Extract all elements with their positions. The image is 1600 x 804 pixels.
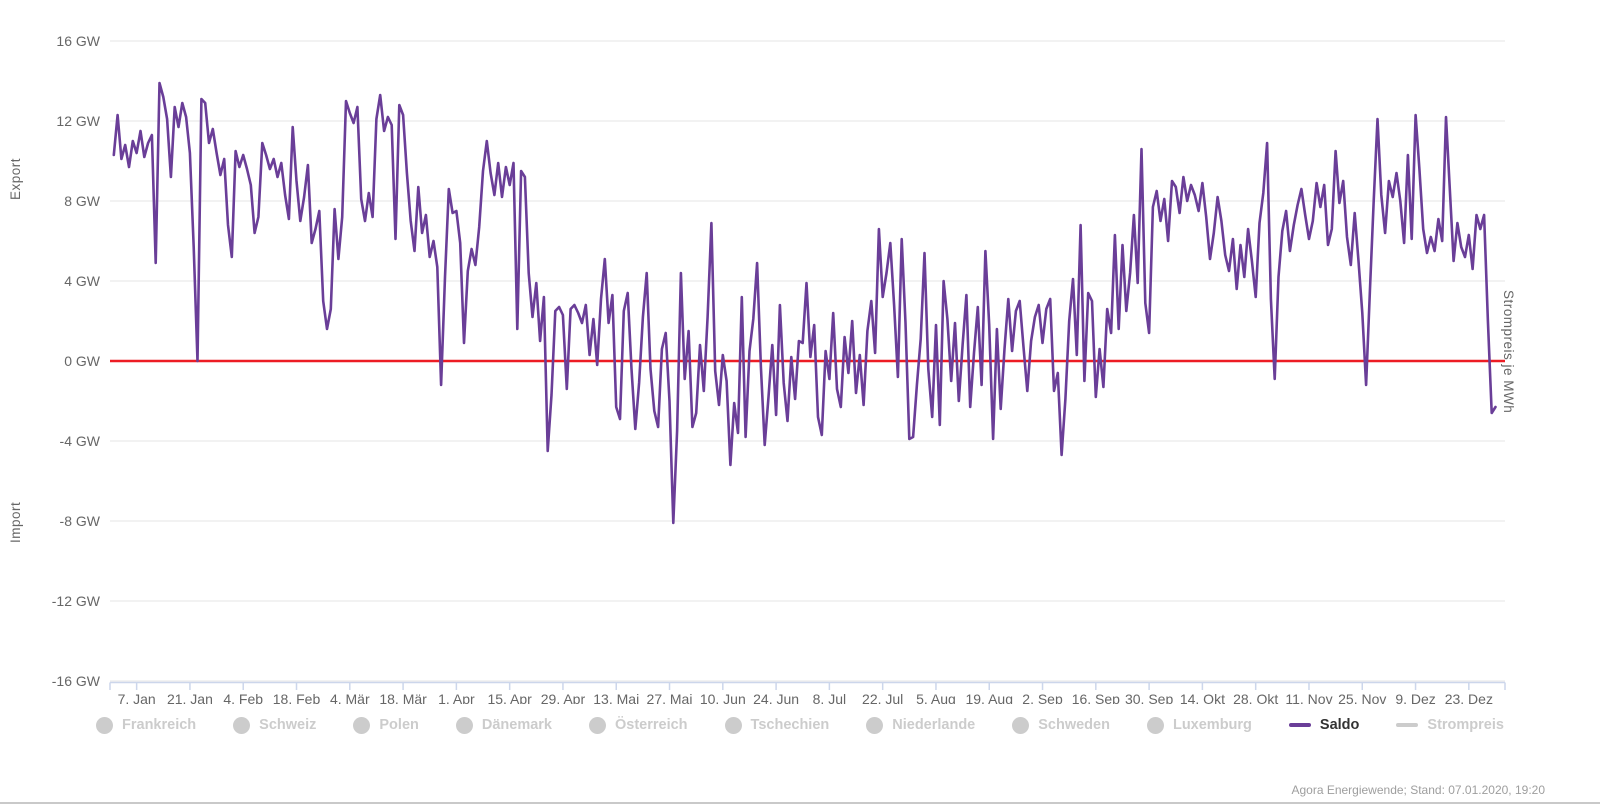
- legend-circle-marker: [233, 716, 251, 734]
- y-axis-tick-label: 8 GW: [64, 193, 101, 209]
- legend-circle-marker: [866, 716, 884, 734]
- x-axis-tick-label: 2. Sep: [1022, 691, 1063, 704]
- legend-circle-marker: [96, 716, 114, 734]
- legend-item-oesterreich[interactable]: Österreich: [589, 716, 688, 734]
- y-axis-tick-label: 0 GW: [64, 353, 101, 369]
- legend-circle-marker: [353, 716, 371, 734]
- y-axis-tick-label: 12 GW: [56, 113, 100, 129]
- legend-item-label: Frankreich: [122, 717, 197, 733]
- legend-item-daenemark[interactable]: Dänemark: [455, 716, 552, 734]
- x-axis-tick-label: 14. Okt: [1180, 691, 1225, 704]
- x-axis-tick-label: 23. Dez: [1445, 691, 1493, 704]
- legend-item-schweden[interactable]: Schweden: [1012, 716, 1110, 734]
- legend-item-label: Schweiz: [259, 717, 317, 733]
- x-axis-tick-label: 30. Sep: [1125, 691, 1173, 704]
- x-axis-tick-label: 7. Jan: [118, 691, 156, 704]
- legend-item-polen[interactable]: Polen: [353, 716, 419, 734]
- legend-item-saldo[interactable]: Saldo: [1288, 717, 1360, 733]
- legend-item-label: Schweden: [1038, 717, 1110, 733]
- x-axis-tick-label: 24. Jun: [753, 691, 799, 704]
- x-axis-tick-label: 22. Jul: [862, 691, 903, 704]
- x-axis-tick-label: 19. Aug: [965, 691, 1013, 704]
- y-axis-tick-label: 4 GW: [64, 273, 101, 289]
- right-axis-title-strompreis: Strompreis je MWh: [1501, 290, 1516, 414]
- y-axis-tick-label: -16 GW: [52, 673, 101, 689]
- x-axis-tick-label: 18. Mär: [379, 691, 427, 704]
- x-axis-tick-label: 29. Apr: [541, 691, 586, 704]
- x-axis-tick-label: 18. Feb: [273, 691, 321, 704]
- legend-circle-marker: [1146, 716, 1164, 734]
- legend-circle-marker: [724, 716, 742, 734]
- legend-item-label: Niederlande: [892, 717, 976, 733]
- x-axis-tick-label: 11. Nov: [1285, 691, 1332, 704]
- legend-line-marker: [1396, 723, 1419, 727]
- x-axis-tick-label: 13. Mai: [593, 691, 639, 704]
- x-axis-tick-label: 10. Jun: [700, 691, 746, 704]
- x-axis-tick-label: 16. Sep: [1072, 691, 1120, 704]
- x-axis-tick-label: 21. Jan: [167, 691, 213, 704]
- legend-item-label: Saldo: [1319, 717, 1360, 733]
- series-line-saldo: [112, 81, 1497, 525]
- x-axis-tick-label: 4. Feb: [223, 691, 263, 704]
- x-axis-tick-label: 15. Apr: [487, 691, 532, 704]
- chart-legend: Frankreich Schweiz Polen Dänemark Österreich…: [0, 708, 1600, 742]
- legend-circle-marker: [589, 716, 606, 734]
- legend-line-marker: [1288, 723, 1311, 727]
- y-axis-title-import: Import: [8, 501, 23, 543]
- x-axis-tick-label: 4. Mär: [330, 691, 370, 704]
- x-axis-tick-label: 5. Aug: [916, 691, 956, 704]
- legend-item-label: Polen: [379, 717, 419, 733]
- legend-item-schweiz[interactable]: Schweiz: [233, 716, 317, 734]
- legend-item-niederlande[interactable]: Niederlande: [866, 716, 976, 734]
- chart-plot-area: 16 GW 12 GW 8 GW 4 GW 0 GW -4 GW -8 GW -12 GW -1…: [52, 33, 1506, 704]
- y-axis-tick-label: 16 GW: [56, 33, 100, 49]
- legend-item-strompreis[interactable]: Strompreis: [1396, 717, 1504, 733]
- legend-item-frankreich[interactable]: Frankreich: [96, 716, 197, 734]
- x-axis-tick-label: 27. Mai: [647, 691, 693, 704]
- y-axis-tick-label: -4 GW: [60, 433, 101, 449]
- y-axis-tick-label: -12 GW: [52, 593, 101, 609]
- legend-circle-marker: [1012, 716, 1030, 734]
- legend-item-label: Österreich: [615, 717, 688, 733]
- y-axis-title-export: Export: [8, 157, 23, 200]
- x-axis-tick-label: 25. Nov: [1338, 691, 1386, 704]
- x-axis-tick-label: 8. Jul: [813, 691, 846, 704]
- legend-item-tschechien[interactable]: Tschechien: [724, 716, 830, 734]
- attribution-text: Agora Energiewende; Stand: 07.01.2020, 1…: [1291, 783, 1545, 797]
- x-axis-tick-label: 9. Dez: [1395, 691, 1435, 704]
- legend-item-label: Luxemburg: [1172, 717, 1252, 733]
- legend-item-luxemburg[interactable]: Luxemburg: [1146, 716, 1252, 734]
- x-axis-tick-label: 28. Okt: [1233, 691, 1278, 704]
- legend-item-label: Strompreis: [1427, 717, 1504, 733]
- legend-item-label: Tschechien: [750, 717, 830, 733]
- x-axis-tick-label: 1. Apr: [438, 691, 475, 704]
- legend-circle-marker: [455, 716, 473, 734]
- legend-item-label: Dänemark: [481, 717, 552, 733]
- y-axis-tick-label: -8 GW: [60, 513, 101, 529]
